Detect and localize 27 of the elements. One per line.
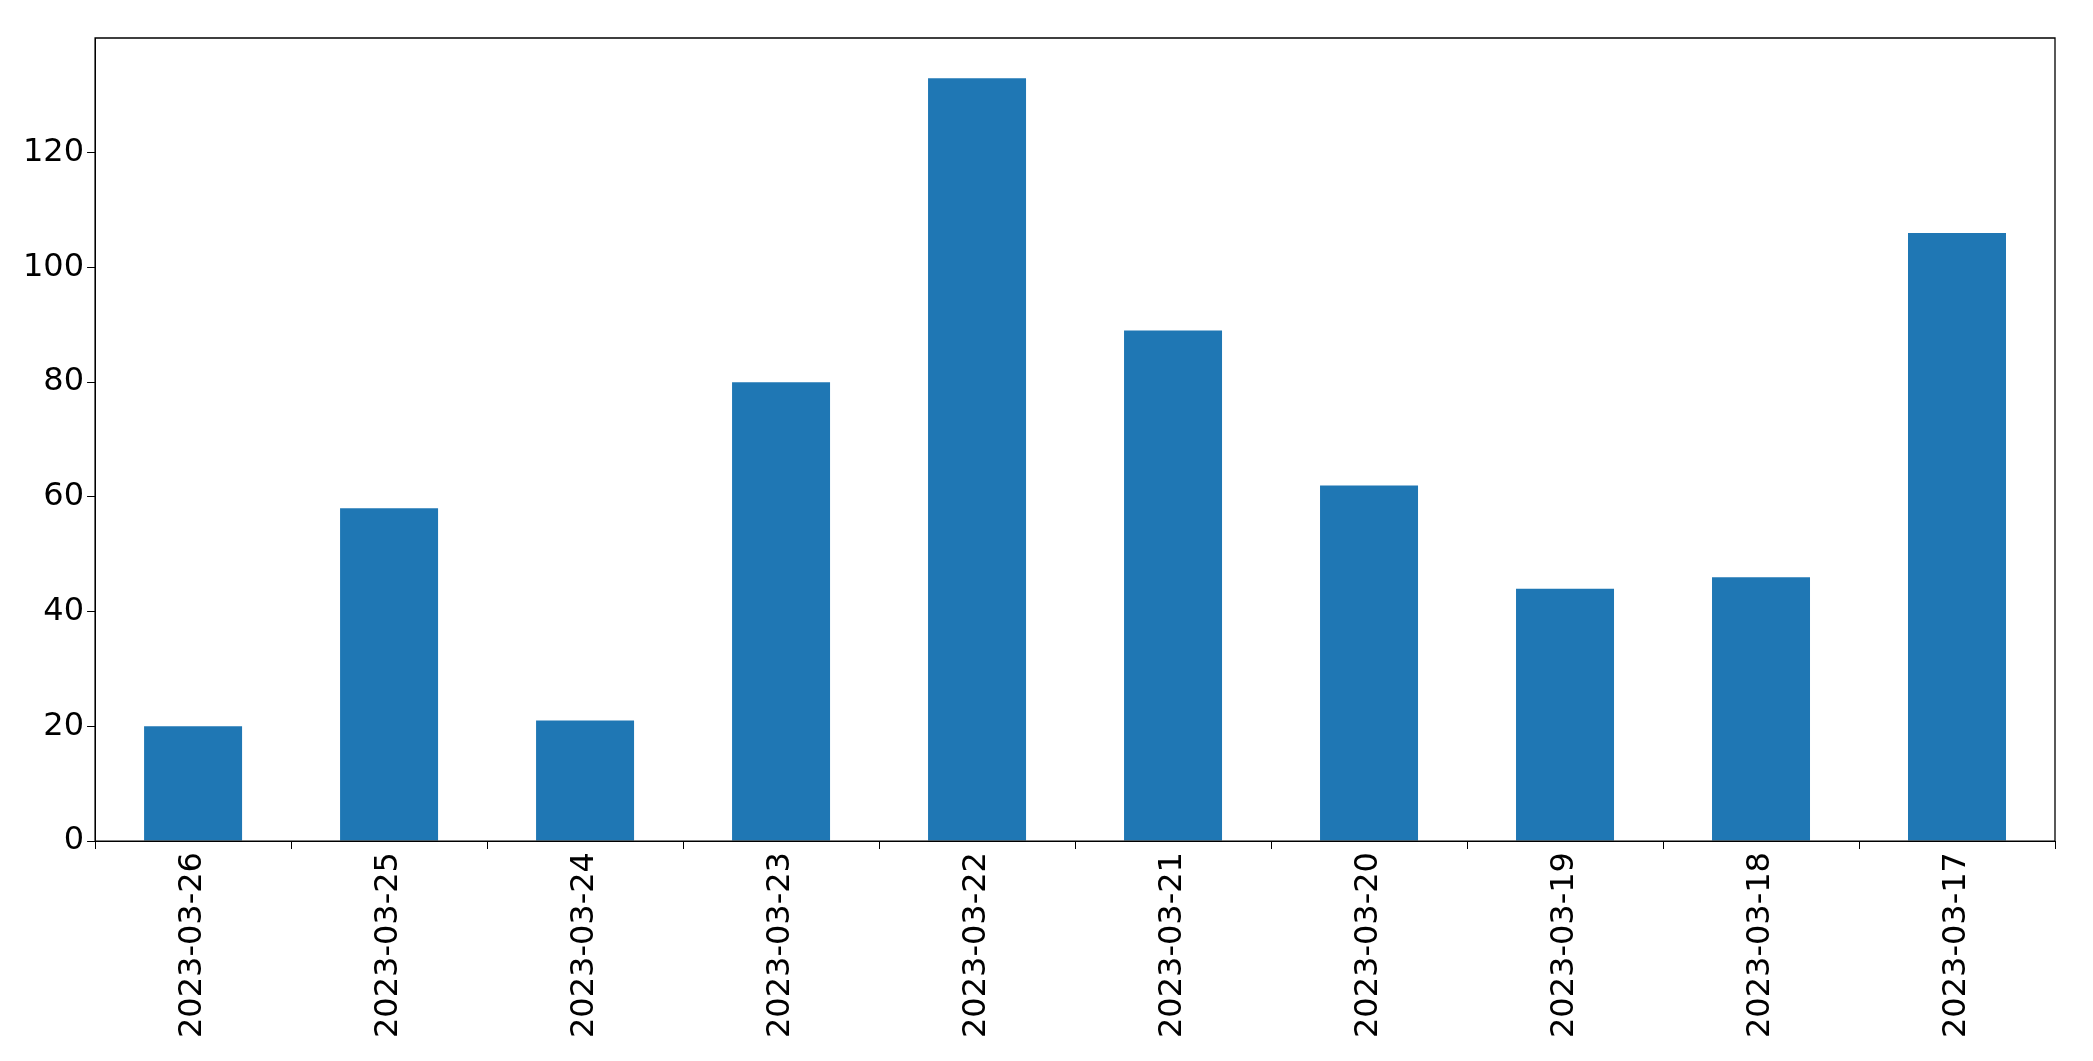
x-tick-label: 2023-03-24 (563, 852, 602, 1038)
y-tick-label: 80 (43, 360, 85, 399)
bar (1712, 577, 1811, 841)
y-tick-label: 100 (23, 245, 85, 284)
bar (928, 78, 1027, 841)
x-tick-label: 2023-03-19 (1543, 852, 1582, 1038)
x-tick-label: 2023-03-21 (1151, 852, 1190, 1038)
x-tick-label: 2023-03-20 (1347, 852, 1386, 1038)
y-tick-label: 0 (63, 819, 85, 858)
bar (1124, 330, 1223, 841)
x-tick-label: 2023-03-22 (955, 852, 994, 1038)
bar (144, 726, 243, 841)
x-tick-label: 2023-03-18 (1739, 852, 1778, 1038)
x-tick-label: 2023-03-26 (171, 852, 210, 1038)
y-tick-label: 40 (43, 589, 85, 628)
y-tick-label: 60 (43, 475, 85, 514)
x-tick-label: 2023-03-23 (759, 852, 798, 1038)
bar (732, 382, 831, 841)
bar (1320, 485, 1419, 841)
y-tick-label: 120 (23, 131, 85, 170)
bar (1908, 233, 2006, 841)
bar (340, 508, 439, 841)
bar (536, 720, 635, 841)
y-tick-label: 20 (43, 704, 85, 743)
x-tick-label: 2023-03-25 (367, 852, 406, 1038)
bar (1516, 588, 1615, 841)
x-tick-label: 2023-03-17 (1935, 852, 1974, 1038)
